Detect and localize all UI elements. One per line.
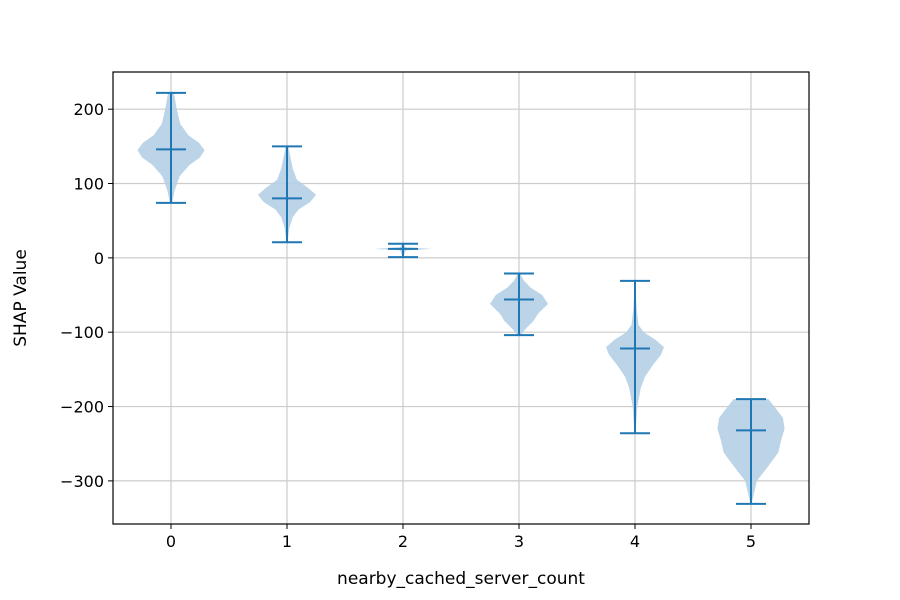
y-axis-label: SHAP Value [11, 249, 31, 347]
violins [137, 91, 785, 505]
y-tick-label: −300 [60, 472, 104, 491]
y-tick-label: 100 [73, 175, 104, 194]
x-tick-label: 4 [630, 532, 640, 551]
axis-ticks: 0 1 2 3 4 5 200 100 0 −100 −200 −300 [60, 100, 756, 551]
x-tick-label: 5 [746, 532, 756, 551]
x-tick-label: 1 [282, 532, 292, 551]
x-axis-label: nearby_cached_server_count [337, 569, 585, 589]
y-tick-label: −200 [60, 398, 104, 417]
x-tick-label: 0 [166, 532, 176, 551]
x-tick-label: 3 [514, 532, 524, 551]
y-tick-label: 200 [73, 100, 104, 119]
y-tick-label: −100 [60, 323, 104, 342]
y-tick-label: 0 [94, 249, 104, 268]
x-tick-label: 2 [398, 532, 408, 551]
plot-frame [112, 71, 810, 525]
